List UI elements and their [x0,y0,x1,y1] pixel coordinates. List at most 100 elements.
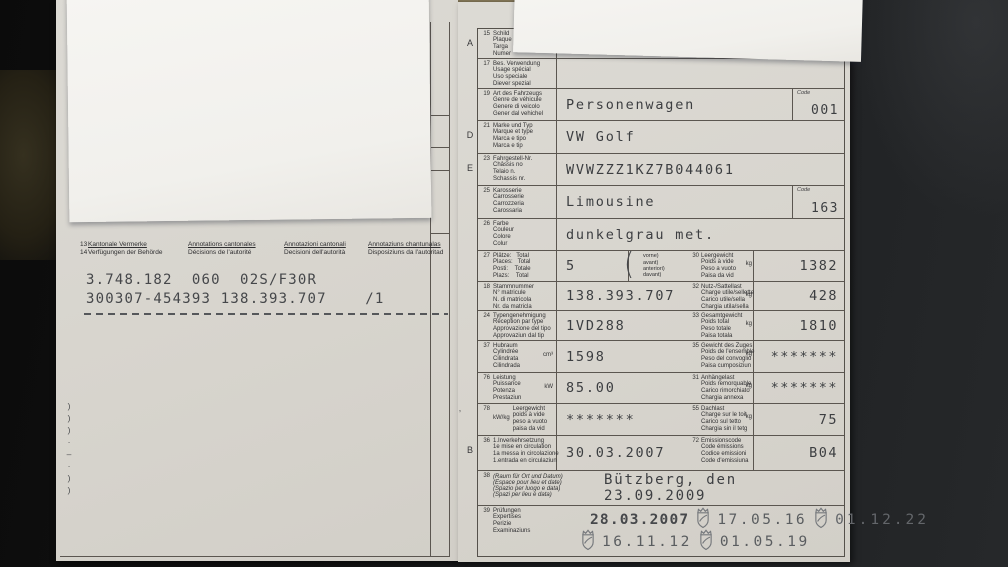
row-make-and-type: D 21 Marke und Typ Marque et type Marca e … [467,120,844,153]
inspection-date: 17.05.16 [717,512,808,528]
field-label: Leistung Puissance Potenza Prestaziun kW [493,374,553,401]
field-label: Emissionscode Code émissions Codice emissi… [701,437,749,464]
row-colour: 26 Farbe Couleur Colore Colur dunkelgrau me… [478,218,844,250]
field-value: Personenwagen [556,89,792,120]
row-type-approval-and-total-weight: 24 Typengenehmigung Réception par type App… [478,310,844,340]
section-letter: B [466,445,473,455]
field-number: 32 [692,284,699,290]
cantonal-remark-line-2: 300307-454393 138.393.707 /1 [86,291,385,307]
front-seats-cell: ( vorne) avant) anteriori) davant) [624,248,688,283]
field-label: Fahrgestell-Nr. Châssis no Telaio n. Schass… [493,155,533,182]
background-reflection [848,0,1008,220]
field-label: Plätze: Total Places: Total Posti: Totale P… [493,252,531,279]
field-number: 24 [483,313,490,319]
handwritten-tick-mark: ʼ [459,409,461,419]
field-number: 19 [483,91,490,97]
front-seats-labels: vorne) avant) anteriori) davant) [643,253,665,279]
row-seats-and-unladen-weight: 27 Plätze: Total Places: Total Posti: Tota… [478,248,845,283]
field-label: Farbe Couleur Colore Colur [493,220,515,247]
field-value: 75 [753,404,845,435]
unit-label: kg [745,351,752,357]
field-value: 85.00 [556,373,688,403]
field-number: 30 [692,253,699,259]
field-value: VW Golf [556,121,844,153]
row-first-registration-and-emission-code: B 36 1.Inverkehrsetzung 1e mise en circul… [467,435,844,470]
row-place-and-date: 38 (Raum für Ort und Datum) (Espace pour … [478,470,844,505]
code-value: 163 [811,201,839,216]
field-value: 1VD288 [556,311,688,340]
section-letter: E [466,163,473,173]
field-value: Bützberg, den 23.09.2009 [604,472,737,504]
field-number: 33 [692,313,699,319]
margin-perforation-marks: ))) · – ·)) [66,401,72,495]
field-label: Leergewicht Poids à vide Peso a vuoto Paisa… [701,252,752,279]
field-number: 38 [483,473,490,479]
field-label: 1.Inverkehrsetzung 1e mise en circulation… [493,437,559,464]
inspection-date: 01.05.19 [719,534,810,550]
bern-crest-stamp-icon [698,529,714,551]
field-number: 15 [483,31,490,37]
blank-cover-paper-left [66,0,432,223]
field-label: Karosserie Carrosserie Carrozzeria Carossar… [493,187,525,214]
unit-prefix: kW/kg [493,414,510,421]
inspection-date: 01.12.22 [835,512,929,528]
field-value: WVWZZZ1KZ7B044061 [556,154,844,185]
seats-total-value: 5 [566,258,575,274]
field-label: Prüfungen Expertises Perizie Examinaziuns [493,507,531,534]
bern-crest-stamp-icon [695,507,711,529]
field-label: Schild Plaque Targa Numer [493,30,512,57]
field-value: 1382 [753,251,845,281]
blank-cover-paper-right [513,0,863,62]
row-chassis-number: E 23 Fahrgestell-Nr. Châssis no Telaio n. S… [467,153,844,185]
unit-label: kW [544,384,553,390]
field-number: 39 [483,508,490,514]
inspection-stamps-area: 28.03.2007 17.05.16 01.12.22 16.11.12 01… [556,506,926,556]
inspection-date: 16.11.12 [602,534,692,550]
stamp-line-1: 28.03.2007 17.05.16 01.12.22 [590,507,929,529]
field-label: (Raum für Ort und Datum) (Espace pour lie… [493,474,563,498]
field-label: Nutz-/Sattellast Charge utile/sellette Car… [701,283,755,310]
unit-label: cm³ [543,352,553,358]
field-label: Typengenehmigung Réception par type Approv… [493,312,551,339]
field-value: dunkelgrau met. [556,219,844,250]
vehicle-registration-table: A 15 Schild Plaque Targa Numer 17 Bes. Verw… [459,28,926,557]
field-value: Limousine [556,186,792,218]
inspection-date: 28.03.2007 [590,512,690,528]
row-special-use: 17 Bes. Verwendung Usage spécial Uso speci… [478,58,844,88]
section-letter: A [466,38,473,48]
header-col-french: Annotations cantonales Décisions de l'au… [188,241,256,257]
header-col-italian: Annotazioni cantonali Decisioni dell'aut… [284,241,346,257]
field-number: 21 [483,123,490,129]
code-box: Code 163 [792,186,844,218]
cantonal-remark-line-1: 3.748.182 060 02S/F30R [86,272,318,288]
code-value: 001 [811,103,839,118]
bern-crest-stamp-icon [580,529,596,551]
row-power-and-towing-weight: 76 Leistung Puissance Potenza Prestaziun kW… [478,372,844,403]
unit-label: kg [745,292,752,298]
unit-label: kg [745,414,752,420]
table-line [430,147,450,148]
field-label: Anhängelast Poids remorquable Carico rimor… [701,374,752,401]
field-value: 1810 [753,311,845,340]
field-label: Dachlast Charge sur le toit Carico sul tet… [701,405,752,432]
field-label: Gesamtgewicht Poids total Peso totale Paisa… [701,312,752,339]
field-number: 17 [483,61,490,67]
field-value: ******* [753,373,845,403]
row-vehicle-type: 19 Art des Fahrzeugs Genre de véhicule Gen… [478,88,844,120]
field-number: 37 [483,343,490,349]
table-line [60,556,450,557]
row-body-type: 25 Karosserie Carrosserie Carrozzeria Caros… [478,185,844,218]
stamp-line-2: 16.11.12 01.05.19 [580,529,810,551]
table-line [430,22,431,557]
table-line [430,170,450,171]
field-number: 23 [483,156,490,162]
code-box: Code 001 [792,89,844,120]
field-number: 78 [483,406,490,412]
section-letter: D [466,130,474,140]
unit-label: kg [745,383,752,389]
field-number: 36 [483,438,490,444]
field-label: Gewicht des Zuges Poids de l'ensemble Peso… [701,342,755,369]
field-value: ******* [753,341,845,372]
field-value: 30.03.2007 [556,436,688,470]
